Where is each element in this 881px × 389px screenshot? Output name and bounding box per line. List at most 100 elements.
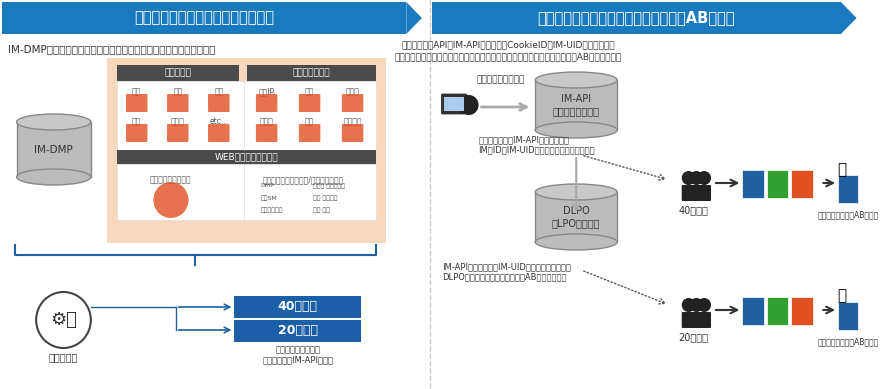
FancyBboxPatch shape	[743, 297, 764, 325]
Ellipse shape	[536, 234, 618, 250]
Text: ユーザー属性判定の予測モデル作成: ユーザー属性判定の予測モデル作成	[134, 11, 274, 26]
FancyBboxPatch shape	[838, 175, 857, 203]
Text: 👑: 👑	[837, 162, 847, 177]
FancyBboxPatch shape	[698, 312, 711, 328]
FancyBboxPatch shape	[17, 122, 91, 177]
FancyBboxPatch shape	[682, 312, 695, 328]
FancyBboxPatch shape	[126, 124, 147, 142]
Polygon shape	[406, 2, 422, 34]
Text: 20代女性: 20代女性	[278, 324, 318, 338]
FancyBboxPatch shape	[208, 94, 230, 112]
Text: 👑: 👑	[837, 288, 847, 303]
Ellipse shape	[17, 114, 91, 130]
FancyBboxPatch shape	[208, 124, 230, 142]
FancyBboxPatch shape	[126, 94, 147, 112]
FancyBboxPatch shape	[167, 94, 189, 112]
FancyBboxPatch shape	[117, 164, 376, 220]
FancyBboxPatch shape	[2, 2, 406, 34]
Text: インターネット行動: インターネット行動	[150, 175, 192, 184]
Text: 未既婚: 未既婚	[171, 117, 185, 126]
Text: ユーザー属性判定とパーソナライズ・ABテスト: ユーザー属性判定とパーソナライズ・ABテスト	[537, 11, 735, 26]
Text: 性別: 性別	[174, 87, 182, 96]
FancyBboxPatch shape	[255, 94, 278, 112]
Text: 年齢: 年齢	[132, 87, 141, 96]
Ellipse shape	[536, 184, 618, 200]
FancyBboxPatch shape	[838, 302, 857, 330]
Text: パーソナライズ・ABテスト: パーソナライズ・ABテスト	[818, 210, 878, 219]
Text: サイト訪問ユーザー: サイト訪問ユーザー	[477, 75, 525, 84]
Text: 通信環境データ: 通信環境データ	[292, 68, 330, 77]
Text: グランピング: グランピング	[261, 207, 284, 213]
FancyBboxPatch shape	[234, 320, 361, 342]
FancyBboxPatch shape	[117, 81, 376, 150]
Text: IM-DMP: IM-DMP	[34, 144, 73, 154]
Ellipse shape	[536, 72, 618, 88]
Text: WEBページの閲覧状況: WEBページの閲覧状況	[214, 152, 278, 161]
FancyBboxPatch shape	[299, 94, 321, 112]
Circle shape	[690, 298, 703, 312]
Text: IM-APIから取得したIM-UIDとセグメント情報を
DLPOに連携し、セグメント毎のABテストを実施: IM-APIから取得したIM-UIDとセグメント情報を DLPOに連携し、セグメ…	[442, 262, 571, 281]
Text: パーソナライズ・ABテスト: パーソナライズ・ABテスト	[818, 337, 878, 346]
Circle shape	[459, 95, 478, 115]
Circle shape	[682, 171, 695, 185]
FancyBboxPatch shape	[107, 58, 386, 243]
FancyBboxPatch shape	[791, 297, 812, 325]
Text: キャリア判定API（IM-API）、ポストCookieID（IM-UID）をもとに、: キャリア判定API（IM-API）、ポストCookieID（IM-UID）をもと…	[401, 40, 615, 49]
Text: サイト訪問ユーザーの属性判定を行い、各セグメント毎にパーソナライズ・ABテストを実施: サイト訪問ユーザーの属性判定を行い、各セグメント毎にパーソナライズ・ABテストを…	[394, 52, 621, 61]
Text: etc...: etc...	[210, 117, 228, 126]
Polygon shape	[841, 2, 856, 34]
Text: エリア: エリア	[260, 117, 274, 126]
Text: 20代女性: 20代女性	[678, 332, 708, 342]
Text: 属性データ: 属性データ	[165, 68, 191, 77]
FancyBboxPatch shape	[117, 150, 376, 164]
Text: 訪問ページのタイトル/メタキーワード: 訪問ページのタイトル/メタキーワード	[263, 175, 344, 184]
Text: 年収: 年収	[214, 87, 224, 96]
Text: IM-API
（キャリア判定）: IM-API （キャリア判定）	[552, 94, 600, 116]
Text: ⚙🔍: ⚙🔍	[50, 311, 77, 329]
FancyBboxPatch shape	[690, 312, 703, 328]
FancyBboxPatch shape	[342, 124, 363, 142]
Text: 40代男性: 40代男性	[678, 205, 708, 215]
FancyBboxPatch shape	[698, 185, 711, 201]
Circle shape	[153, 182, 189, 218]
FancyBboxPatch shape	[247, 65, 376, 81]
Text: 解像度: 解像度	[345, 87, 359, 96]
Circle shape	[698, 171, 711, 185]
Circle shape	[698, 298, 711, 312]
FancyBboxPatch shape	[234, 296, 361, 318]
Ellipse shape	[536, 122, 618, 138]
Circle shape	[682, 298, 695, 312]
Text: DMP: DMP	[261, 183, 275, 188]
Circle shape	[690, 171, 703, 185]
Text: 職業: 職業	[132, 117, 141, 126]
FancyBboxPatch shape	[117, 65, 240, 81]
Text: 回線: 回線	[305, 117, 315, 126]
FancyBboxPatch shape	[299, 124, 321, 142]
FancyBboxPatch shape	[342, 94, 363, 112]
FancyBboxPatch shape	[791, 170, 812, 198]
Text: お店い レストラン: お店い レストラン	[313, 183, 344, 189]
FancyBboxPatch shape	[766, 297, 788, 325]
FancyBboxPatch shape	[682, 185, 695, 201]
FancyBboxPatch shape	[255, 124, 278, 142]
Text: 旅行SM: 旅行SM	[261, 195, 278, 201]
FancyBboxPatch shape	[441, 94, 467, 114]
FancyBboxPatch shape	[167, 124, 189, 142]
Text: ユーザー属性判定の
予測モデルをIM-APIに連携: ユーザー属性判定の 予測モデルをIM-APIに連携	[263, 345, 333, 364]
FancyBboxPatch shape	[536, 80, 618, 130]
Text: 予測モデル: 予測モデル	[48, 352, 78, 362]
FancyBboxPatch shape	[444, 97, 464, 111]
Ellipse shape	[17, 169, 91, 185]
FancyBboxPatch shape	[766, 170, 788, 198]
Text: 40代男性: 40代男性	[278, 300, 318, 314]
Text: 機種: 機種	[305, 87, 315, 96]
Text: 企業IP: 企業IP	[258, 87, 275, 96]
Text: IM-DMP上のデータをもとに、ユーザー属性判定の予測モデルを作成: IM-DMP上のデータをもとに、ユーザー属性判定の予測モデルを作成	[8, 44, 215, 54]
Text: サイト訪問時にIM-APIをコールして
IMのID（IM-UID）とセグメント情報を取得: サイト訪問時にIM-APIをコールして IMのID（IM-UID）とセグメント情…	[478, 135, 596, 154]
Text: 旅行 レンタル: 旅行 レンタル	[313, 195, 337, 201]
Text: DLPO
（LPOツール）: DLPO （LPOツール）	[552, 206, 601, 228]
FancyBboxPatch shape	[690, 185, 703, 201]
Text: 写真 回線: 写真 回線	[313, 207, 329, 213]
Text: リファラ: リファラ	[344, 117, 362, 126]
FancyBboxPatch shape	[536, 192, 618, 242]
